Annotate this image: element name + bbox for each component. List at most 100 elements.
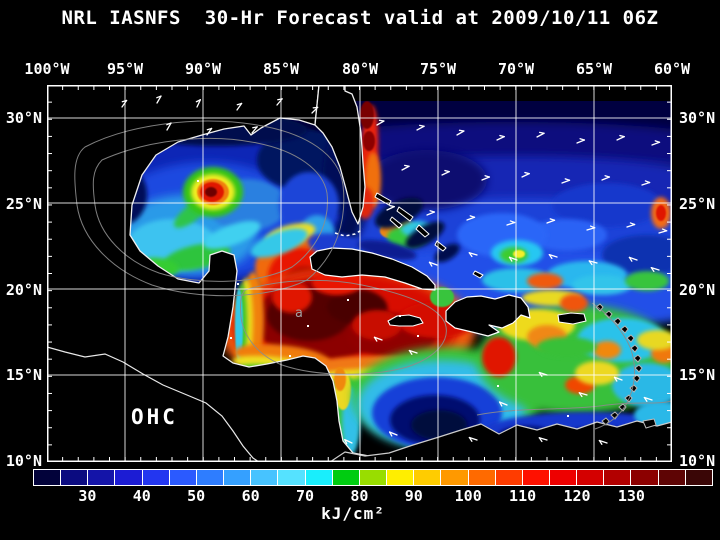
wind-arrow-0 <box>121 99 128 108</box>
wind-arrow-37 <box>650 267 660 273</box>
ohc-field-blob-34 <box>203 221 261 249</box>
ohc-field-blob-6 <box>552 183 662 227</box>
no-data-band <box>345 85 672 101</box>
wind-arrow-50 <box>408 349 418 355</box>
ohc-field-blob-62 <box>434 243 460 263</box>
ohc-field-blob-5 <box>367 150 487 210</box>
wind-arrow-7 <box>206 127 213 136</box>
ohc-field-blob-102 <box>593 341 621 359</box>
land-trinidad <box>642 418 657 429</box>
land-puerto-rico <box>557 312 587 325</box>
wind-arrow-5 <box>311 106 319 114</box>
colorbar-cell-6 <box>195 470 224 485</box>
wind-arrow-43 <box>498 401 508 407</box>
wind-arrow-44 <box>468 436 478 442</box>
wind-arrow-20 <box>521 171 530 178</box>
wind-arrow-21 <box>561 178 571 184</box>
wind-arrow-49 <box>373 336 383 342</box>
map-frame <box>47 85 672 462</box>
colorbar-tick-80: 80 <box>350 487 369 505</box>
colorbar-cell-5 <box>168 470 196 485</box>
land-mainland-north-central-america <box>47 85 378 462</box>
wind-arrow-2 <box>195 99 202 108</box>
wind-arrow-45 <box>538 437 548 443</box>
coastline-pacific-coast <box>47 346 260 462</box>
colorbar-cell-9 <box>277 470 305 485</box>
colorbar-cell-13 <box>386 470 414 485</box>
colorbar-tick-40: 40 <box>132 487 151 505</box>
land-bahamas <box>374 192 447 252</box>
colorbar-tick-60: 60 <box>241 487 260 505</box>
ohc-field-blob-101 <box>575 361 619 385</box>
wind-arrow-25 <box>426 210 436 216</box>
colorbar-cell-8 <box>250 470 278 485</box>
colorbar-cell-2 <box>87 470 115 485</box>
wind-arrow-6 <box>166 122 172 131</box>
colorbar-cell-21 <box>603 470 631 485</box>
wind-arrow-15 <box>616 134 625 141</box>
colorbar-tick-70: 70 <box>295 487 315 505</box>
wind-arrow-13 <box>536 131 545 138</box>
page-title: NRL IASNFS 30-Hr Forecast valid at 2009/… <box>61 7 659 29</box>
wind-arrow-24 <box>386 204 395 211</box>
contour-line-0 <box>74 120 345 297</box>
colorbar-cell-7 <box>223 470 251 485</box>
wind-arrow-42 <box>643 396 653 402</box>
ohc-field-blob-106 <box>527 273 563 289</box>
map-svg: a <box>47 85 672 462</box>
colorbar-tick-110: 110 <box>509 487 537 505</box>
land-hispaniola <box>445 294 531 337</box>
right-axis-label-3: 15°N <box>679 366 716 384</box>
colorbar-cell-22 <box>630 470 658 485</box>
colorbar-cell-11 <box>331 470 359 485</box>
island-speck-4 <box>399 315 401 317</box>
colorbar-cell-20 <box>576 470 604 485</box>
colorbar-cell-4 <box>141 470 169 485</box>
wind-arrow-31 <box>658 228 668 234</box>
island-speck-9 <box>567 415 569 417</box>
colorbar-tick-90: 90 <box>404 487 423 505</box>
colorbar <box>33 469 713 486</box>
ohc-field-blob-88 <box>334 367 346 391</box>
colorbar-cell-16 <box>467 470 495 485</box>
colorbar-cell-18 <box>521 470 549 485</box>
wind-arrow-28 <box>546 218 556 224</box>
top-axis-label-1: 95°W <box>106 60 144 78</box>
ohc-field-blob-108 <box>560 294 588 312</box>
colorbar-cell-19 <box>548 470 577 485</box>
wind-arrow-46 <box>598 439 608 445</box>
wind-arrow-10 <box>416 124 425 131</box>
ohc-field-blob-13 <box>625 271 669 291</box>
wind-arrow-14 <box>576 138 586 144</box>
land-cuba <box>309 247 436 291</box>
coastline-florida-keys <box>334 228 364 237</box>
wind-arrow-16 <box>651 140 661 146</box>
left-axis-label-3: 15°N <box>5 366 42 384</box>
colorbar-unit-label: kJ/cm² <box>321 504 385 523</box>
colorbar-tick-100: 100 <box>454 487 482 505</box>
wind-arrow-30 <box>626 222 636 228</box>
top-axis-label-8: 60°W <box>653 60 691 78</box>
wind-arrow-4 <box>276 98 283 106</box>
island-speck-6 <box>417 335 419 337</box>
wind-arrow-3 <box>236 102 243 111</box>
top-axis-label-4: 80°W <box>341 60 379 78</box>
ohc-field-blob-71 <box>352 310 402 340</box>
island-speck-2 <box>289 355 291 357</box>
colorbar-cell-0 <box>34 470 61 485</box>
colorbar-cell-12 <box>358 470 387 485</box>
left-axis-label-2: 20°N <box>5 281 42 299</box>
right-axis-label-1: 25°N <box>679 195 716 213</box>
ohc-field-blob-12 <box>572 275 632 295</box>
left-axis-label-1: 25°N <box>5 195 42 213</box>
ohc-field-blob-105 <box>537 337 597 357</box>
top-axis-label-7: 65°W <box>575 60 613 78</box>
colorbar-tick-30: 30 <box>78 487 97 505</box>
contour-line-3 <box>476 400 672 416</box>
top-axis-label-6: 70°W <box>497 60 535 78</box>
ohc-label: OHC <box>131 405 178 429</box>
land-turks-caicos <box>472 270 484 279</box>
wind-arrow-22 <box>601 175 611 181</box>
wind-arrow-17 <box>401 164 410 171</box>
